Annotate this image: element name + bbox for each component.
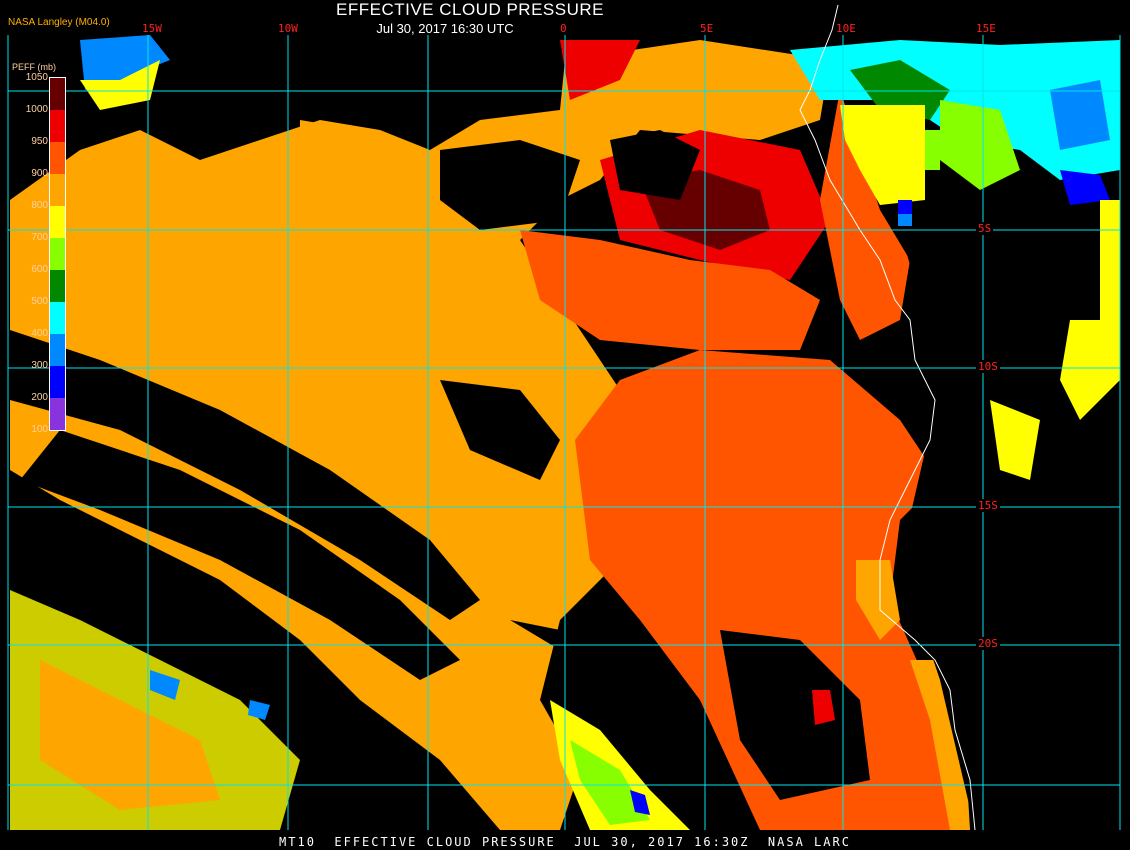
legend-title: PEFF (mb) [12,62,56,72]
legend-tick-label: 200 [31,392,48,403]
lon-label-5e: 5E [700,22,714,35]
lon-label-10e: 10E [836,22,856,35]
color-legend-bar [49,77,66,431]
lon-label-10w: 10W [278,22,298,35]
legend-swatch [50,110,65,142]
lon-label-15w: 15W [142,22,162,35]
legend-tick-label: 1000 [25,104,48,115]
legend-tick-label: 700 [31,232,48,243]
legend-swatch [50,206,65,238]
legend-tick-label: 500 [31,296,48,307]
legend-swatch [50,238,65,270]
legend-tick-label: 950 [31,136,48,147]
legend-swatch [50,78,65,110]
legend-swatch [50,174,65,206]
lat-label-10s: 10S [976,360,1000,373]
lat-lon-grid [7,35,1121,830]
legend-swatch [50,398,65,430]
legend-tick-label: 900 [31,168,48,179]
coastline [799,4,976,831]
legend-swatch [50,302,65,334]
legend-tick-label: 300 [31,360,48,371]
legend-tick-label: 400 [31,328,48,339]
legend-swatch [50,142,65,174]
lon-label-15e: 15E [976,22,996,35]
lon-label-0: 0 [560,22,567,35]
legend-tick-label: 600 [31,264,48,275]
legend-swatch [50,334,65,366]
lat-label-20s: 20S [976,637,1000,650]
legend-tick-label: 1050 [25,72,48,83]
lat-label-15s: 15S [976,499,1000,512]
footer-caption: MT10 EFFECTIVE CLOUD PRESSURE JUL 30, 20… [279,835,851,849]
map-title: EFFECTIVE CLOUD PRESSURE [336,0,604,19]
credit-label: NASA Langley (M04.0) [8,17,110,28]
legend-swatch [50,270,65,302]
map-timestamp: Jul 30, 2017 16:30 UTC [376,21,514,36]
legend-tick-label: 800 [31,200,48,211]
legend-tick-label: 100 [31,424,48,435]
lat-label-5s: 5S [976,222,994,235]
legend-swatch [50,366,65,398]
